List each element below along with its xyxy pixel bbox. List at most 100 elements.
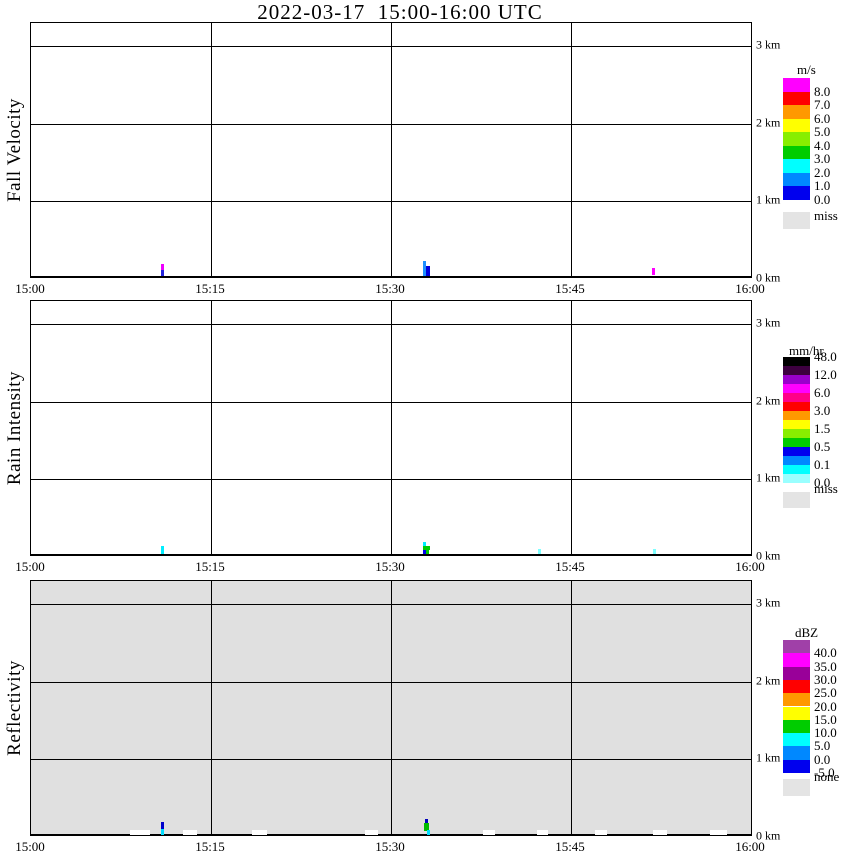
height-tick-label: 2 km xyxy=(756,393,781,408)
gridline-vertical xyxy=(211,23,212,276)
ylabel-wrap-rain-intensity: Rain Intensity xyxy=(0,300,30,556)
missing-data-mark xyxy=(710,830,727,835)
colorbar-tick-label: 5.0 xyxy=(814,738,831,754)
missing-data-mark xyxy=(653,830,667,835)
fall-velocity-plot-area xyxy=(30,22,752,278)
colorbar-tick-label: 12.0 xyxy=(814,367,837,382)
colorbar-block xyxy=(783,693,810,707)
data-cell xyxy=(426,266,430,276)
data-cell xyxy=(652,268,655,275)
missing-data-mark xyxy=(595,830,607,835)
colorbar-missing-block xyxy=(783,779,810,796)
gridline-horizontal xyxy=(31,46,751,47)
colorbar-tick-label: 0.0 xyxy=(814,751,831,767)
missing-data-mark xyxy=(252,830,267,835)
colorbar-block xyxy=(783,118,810,132)
time-tick-label: 15:00 xyxy=(15,559,45,574)
colorbar-block xyxy=(783,746,810,760)
missing-data-mark xyxy=(483,830,495,835)
height-tick-label: 0 km xyxy=(756,270,781,285)
colorbar-block xyxy=(783,706,810,720)
colorbar-block xyxy=(783,132,810,146)
time-tick-label: 16:00 xyxy=(735,559,765,574)
gridline-vertical xyxy=(571,301,572,554)
colorbar-tick-label: 20.0 xyxy=(814,698,837,714)
gridline-horizontal xyxy=(31,124,751,125)
colorbar-block xyxy=(783,719,810,734)
colorbar-tick-label: 10.0 xyxy=(814,725,837,741)
gridline-vertical xyxy=(391,23,392,276)
time-tick-label: 15:45 xyxy=(555,559,585,574)
time-tick-label: 15:45 xyxy=(555,281,585,296)
colorbar-missing-block xyxy=(783,212,810,229)
colorbar-tick-label: 2.0 xyxy=(814,164,831,180)
gridline-horizontal xyxy=(31,402,751,403)
colorbar-block xyxy=(783,447,810,456)
colorbar-tick-label: -5.0 xyxy=(814,765,835,780)
gridline-horizontal xyxy=(31,479,751,480)
colorbar-block xyxy=(783,145,810,159)
colorbar-missing-block xyxy=(783,492,810,508)
gridline-horizontal xyxy=(31,604,751,605)
colorbar-tick-label: 30.0 xyxy=(814,671,837,687)
data-cell xyxy=(423,542,426,546)
colorbar-block xyxy=(783,438,810,447)
colorbar-block xyxy=(783,78,810,92)
time-tick-label: 15:00 xyxy=(15,281,45,296)
colorbar-block xyxy=(783,640,810,654)
colorbar-block xyxy=(783,393,810,402)
time-tick-label: 16:00 xyxy=(735,839,765,854)
gridline-vertical xyxy=(571,23,572,276)
missing-data-mark xyxy=(537,830,548,835)
data-cell xyxy=(161,546,164,554)
colorbar-tick-label: 0.0 xyxy=(814,191,831,207)
colorbar-block xyxy=(783,159,810,173)
colorbar-block xyxy=(783,105,810,119)
missing-data-mark xyxy=(183,830,197,835)
gridline-vertical xyxy=(571,581,572,834)
gridline-horizontal xyxy=(31,324,751,325)
colorbar-block xyxy=(783,759,810,773)
data-cell xyxy=(161,264,164,270)
gridline-vertical xyxy=(391,301,392,554)
colorbar-block xyxy=(783,375,810,384)
colorbar-tick-label: 25.0 xyxy=(814,685,837,701)
rain-intensity-plot-area xyxy=(30,300,752,556)
data-cell xyxy=(423,546,430,550)
colorbar-tick-label: 35.0 xyxy=(814,658,837,674)
y-axis-label-fall-velocity: Fall Velocity xyxy=(4,98,26,202)
colorbar-block xyxy=(783,679,810,694)
colorbar-unit-mps: m/s xyxy=(797,62,816,77)
colorbar-block xyxy=(783,186,810,200)
colorbar-unit-dbz: dBZ xyxy=(795,625,819,640)
data-cell xyxy=(161,822,164,829)
colorbar-tick-label: 4.0 xyxy=(814,137,831,153)
height-tick-label: 0 km xyxy=(756,828,781,843)
colorbar-block xyxy=(783,465,810,474)
colorbar-tick-label: 1.0 xyxy=(814,178,831,193)
height-tick-label: 0 km xyxy=(756,548,781,563)
data-cell xyxy=(426,550,429,554)
colorbar-tick-label: 0.1 xyxy=(814,457,831,472)
height-tick-label: 3 km xyxy=(756,315,781,330)
data-cell xyxy=(538,549,541,554)
colorbar-block xyxy=(783,357,810,366)
colorbar-tick-label: 5.0 xyxy=(814,124,831,139)
colorbar-block xyxy=(783,429,810,438)
height-tick-label: 2 km xyxy=(756,115,781,130)
colorbar-tick-label: 15.0 xyxy=(814,711,837,727)
colorbar-block xyxy=(783,456,810,465)
height-tick-label: 2 km xyxy=(756,673,781,688)
time-tick-label: 15:00 xyxy=(15,839,45,854)
y-axis-label-rain-intensity: Rain Intensity xyxy=(4,370,26,486)
colorbar-block xyxy=(783,420,810,429)
colorbar-tick-label: 6.0 xyxy=(814,110,831,126)
time-tick-label: 15:15 xyxy=(195,281,225,296)
colorbar-tick-label: 6.0 xyxy=(814,385,831,400)
colorbar-block xyxy=(783,402,810,411)
reflectivity-plot-area xyxy=(30,580,752,836)
height-tick-label: 1 km xyxy=(756,750,781,765)
data-cell xyxy=(427,830,430,835)
colorbar-block xyxy=(783,653,810,667)
